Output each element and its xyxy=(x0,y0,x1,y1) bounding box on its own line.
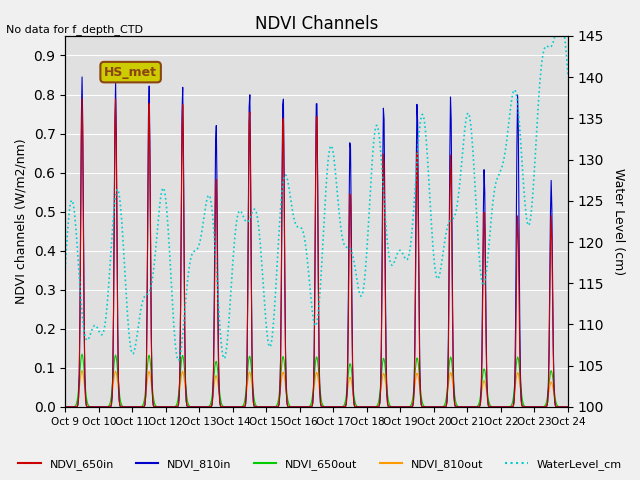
Text: HS_met: HS_met xyxy=(104,66,157,79)
Text: No data for f_depth_CTD: No data for f_depth_CTD xyxy=(6,24,143,35)
Y-axis label: NDVI channels (W/m2/nm): NDVI channels (W/m2/nm) xyxy=(15,139,28,304)
Legend: NDVI_650in, NDVI_810in, NDVI_650out, NDVI_810out, WaterLevel_cm: NDVI_650in, NDVI_810in, NDVI_650out, NDV… xyxy=(14,455,626,474)
Title: NDVI Channels: NDVI Channels xyxy=(255,15,378,33)
Y-axis label: Water Level (cm): Water Level (cm) xyxy=(612,168,625,275)
